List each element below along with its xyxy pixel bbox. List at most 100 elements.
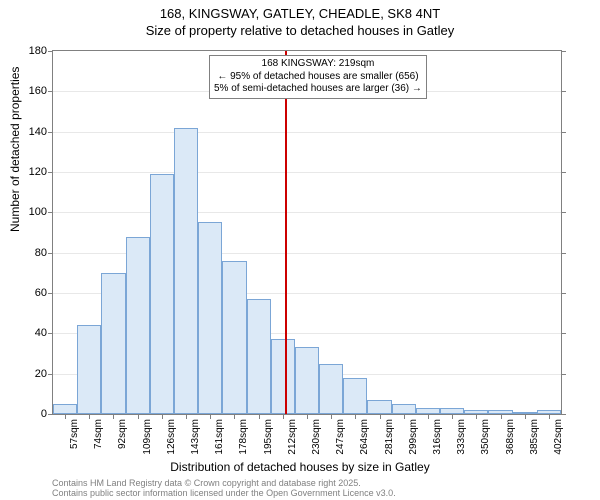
annotation-line: 168 KINGSWAY: 219sqm xyxy=(214,58,422,71)
histogram-bar xyxy=(392,404,416,414)
xtick-mark xyxy=(89,414,90,419)
histogram-bar xyxy=(126,237,150,414)
histogram-bar xyxy=(271,339,295,414)
histogram-bar xyxy=(53,404,77,414)
gridline xyxy=(53,172,561,173)
ytick-label: 0 xyxy=(41,408,47,420)
reference-line xyxy=(285,51,287,414)
xtick-mark xyxy=(234,414,235,419)
xtick-mark xyxy=(549,414,550,419)
chart-title-line2: Size of property relative to detached ho… xyxy=(0,23,600,40)
ytick-mark xyxy=(561,293,566,294)
ytick-mark xyxy=(561,374,566,375)
histogram-bar xyxy=(319,364,343,414)
histogram-bar xyxy=(343,378,367,414)
histogram-bar xyxy=(295,347,319,414)
histogram-bar xyxy=(367,400,391,414)
xtick-mark xyxy=(113,414,114,419)
chart-plot-area: 02040608010012014016018057sqm74sqm92sqm1… xyxy=(52,50,562,415)
chart-title-line1: 168, KINGSWAY, GATLEY, CHEADLE, SK8 4NT xyxy=(0,0,600,23)
histogram-bar xyxy=(101,273,125,414)
xtick-label: 57sqm xyxy=(69,419,80,449)
xtick-label: 316sqm xyxy=(432,419,443,455)
annotation-box: 168 KINGSWAY: 219sqm← 95% of detached ho… xyxy=(209,55,427,99)
histogram-bar xyxy=(222,261,246,414)
xtick-label: 264sqm xyxy=(359,419,370,455)
annotation-line: 5% of semi-detached houses are larger (3… xyxy=(214,83,422,96)
xtick-mark xyxy=(404,414,405,419)
ytick-mark xyxy=(561,333,566,334)
footer-line2: Contains public sector information licen… xyxy=(52,488,396,498)
ytick-mark xyxy=(48,132,53,133)
chart-footer: Contains HM Land Registry data © Crown c… xyxy=(52,478,396,499)
ytick-mark xyxy=(48,414,53,415)
annotation-line: ← 95% of detached houses are smaller (65… xyxy=(214,71,422,84)
ytick-label: 180 xyxy=(29,45,47,57)
xtick-label: 281sqm xyxy=(384,419,395,455)
xtick-mark xyxy=(186,414,187,419)
ytick-label: 60 xyxy=(35,287,47,299)
gridline xyxy=(53,212,561,213)
xtick-mark xyxy=(138,414,139,419)
xtick-mark xyxy=(476,414,477,419)
y-axis-label: Number of detached properties xyxy=(8,67,22,232)
xtick-label: 195sqm xyxy=(263,419,274,455)
xtick-label: 126sqm xyxy=(166,419,177,455)
histogram-bar xyxy=(150,174,174,414)
histogram-bar xyxy=(77,325,101,414)
xtick-mark xyxy=(501,414,502,419)
xtick-mark xyxy=(380,414,381,419)
ytick-mark xyxy=(48,253,53,254)
ytick-mark xyxy=(48,333,53,334)
xtick-label: 143sqm xyxy=(190,419,201,455)
xtick-label: 212sqm xyxy=(287,419,298,455)
xtick-label: 92sqm xyxy=(117,419,128,449)
ytick-mark xyxy=(48,172,53,173)
gridline xyxy=(53,132,561,133)
xtick-mark xyxy=(331,414,332,419)
histogram-bar xyxy=(174,128,198,414)
ytick-label: 80 xyxy=(35,247,47,259)
xtick-label: 247sqm xyxy=(335,419,346,455)
ytick-mark xyxy=(561,253,566,254)
footer-line1: Contains HM Land Registry data © Crown c… xyxy=(52,478,396,488)
ytick-mark xyxy=(48,51,53,52)
xtick-label: 161sqm xyxy=(214,419,225,455)
ytick-mark xyxy=(561,172,566,173)
xtick-mark xyxy=(525,414,526,419)
xtick-label: 178sqm xyxy=(238,419,249,455)
xtick-label: 299sqm xyxy=(408,419,419,455)
histogram-bar xyxy=(247,299,271,414)
x-axis-label: Distribution of detached houses by size … xyxy=(0,460,600,474)
ytick-label: 140 xyxy=(29,126,47,138)
xtick-mark xyxy=(283,414,284,419)
ytick-label: 120 xyxy=(29,166,47,178)
xtick-mark xyxy=(210,414,211,419)
ytick-label: 20 xyxy=(35,368,47,380)
xtick-label: 230sqm xyxy=(311,419,322,455)
ytick-mark xyxy=(561,132,566,133)
xtick-label: 385sqm xyxy=(529,419,540,455)
ytick-mark xyxy=(48,91,53,92)
xtick-label: 368sqm xyxy=(505,419,516,455)
ytick-label: 100 xyxy=(29,206,47,218)
xtick-label: 402sqm xyxy=(553,419,564,455)
xtick-label: 333sqm xyxy=(456,419,467,455)
ytick-mark xyxy=(561,51,566,52)
xtick-label: 74sqm xyxy=(93,419,104,449)
ytick-mark xyxy=(561,91,566,92)
ytick-mark xyxy=(48,293,53,294)
xtick-mark xyxy=(355,414,356,419)
xtick-mark xyxy=(162,414,163,419)
xtick-mark xyxy=(259,414,260,419)
ytick-mark xyxy=(48,374,53,375)
ytick-label: 160 xyxy=(29,85,47,97)
ytick-mark xyxy=(561,414,566,415)
xtick-mark xyxy=(452,414,453,419)
xtick-mark xyxy=(307,414,308,419)
ytick-label: 40 xyxy=(35,327,47,339)
ytick-mark xyxy=(561,212,566,213)
xtick-mark xyxy=(428,414,429,419)
xtick-mark xyxy=(65,414,66,419)
ytick-mark xyxy=(48,212,53,213)
